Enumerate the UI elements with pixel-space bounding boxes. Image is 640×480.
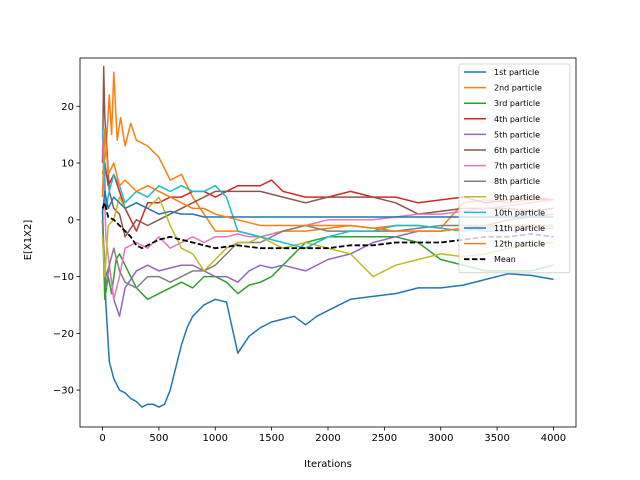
- x-tick-label: 500: [149, 433, 168, 444]
- legend-label: 2nd particle: [494, 84, 542, 93]
- legend-label: 3rd particle: [494, 99, 540, 108]
- y-axis: −30 −20 −10 0 10 20: [53, 102, 80, 397]
- x-tick-label: 2500: [372, 433, 397, 444]
- x-tick-label: 1500: [259, 433, 284, 444]
- legend: 1st particle 2nd particle 3rd particle 4th …: [458, 63, 571, 274]
- legend-label: 8th particle: [494, 177, 540, 186]
- legend-box: [458, 63, 571, 274]
- legend-label: 5th particle: [494, 130, 540, 139]
- y-tick-label: 0: [68, 215, 74, 226]
- x-tick-label: 2000: [315, 433, 340, 444]
- x-tick-label: 3500: [484, 433, 509, 444]
- series-line-3: [101, 219, 554, 301]
- series-line-8: [101, 213, 554, 289]
- legend-label: Mean: [494, 255, 516, 264]
- y-tick-label: −30: [53, 386, 74, 397]
- y-axis-label: E[X1X2]: [23, 220, 34, 261]
- x-axis: 0 500 1000 1500 2000 2500 3000 3500 4000: [99, 427, 566, 444]
- series-line-11: [101, 190, 554, 218]
- legend-label: 7th particle: [494, 162, 540, 171]
- y-tick-label: −20: [53, 329, 74, 340]
- y-tick-label: −10: [53, 272, 74, 283]
- x-tick-label: 1000: [203, 433, 228, 444]
- x-tick-label: 4000: [541, 433, 566, 444]
- x-tick-label: 0: [99, 433, 105, 444]
- series-line-13: [101, 201, 554, 250]
- series-line-1: [101, 208, 554, 408]
- legend-label: 9th particle: [494, 193, 540, 202]
- y-tick-label: 10: [61, 159, 74, 170]
- x-tick-label: 3000: [428, 433, 453, 444]
- legend-label: 11th particle: [494, 224, 545, 233]
- legend-label: 6th particle: [494, 146, 540, 155]
- x-axis-label: Iterations: [304, 459, 352, 470]
- legend-label: 4th particle: [494, 115, 540, 124]
- legend-label: 10th particle: [494, 208, 545, 217]
- legend-label: 12th particle: [494, 240, 545, 249]
- y-tick-label: 20: [61, 102, 74, 113]
- legend-label: 1st particle: [494, 68, 539, 77]
- series-line-4: [101, 162, 554, 232]
- series-line-12: [101, 128, 554, 232]
- series-line-7: [101, 134, 554, 301]
- series-line-6: [101, 65, 554, 238]
